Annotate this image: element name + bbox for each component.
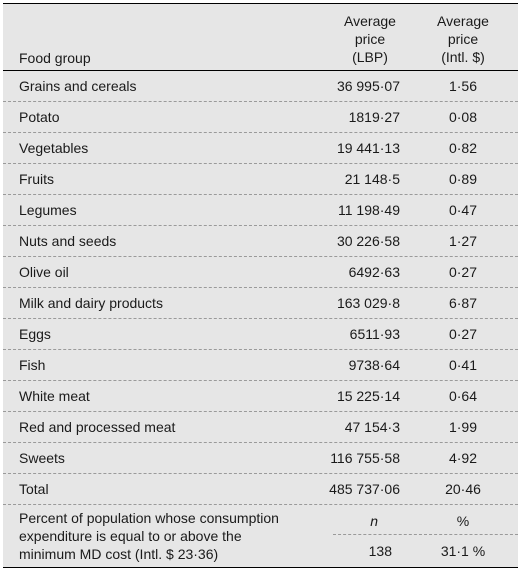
price-lbp-cell: 36 995·07 — [336, 78, 400, 94]
price-intl-cell: 1·56 — [448, 78, 478, 94]
price-lbp-cell: 11 198·49 — [337, 202, 400, 218]
price-lbp-cell: 116 755·58 — [330, 450, 400, 466]
table-row: Olive oil 6492·63 0·27 — [3, 257, 518, 288]
food-group-cell: Grains and cereals — [19, 78, 137, 94]
header-average-price-lbp: Average price (LBP) — [333, 12, 407, 66]
price-intl-cell: 1·99 — [448, 419, 478, 435]
table-row: Nuts and seeds 30 226·58 1·27 — [3, 226, 518, 257]
food-group-cell: Red and processed meat — [19, 419, 176, 435]
table-row: Potato 1819·27 0·08 — [3, 102, 518, 133]
population-n-value: 138 — [368, 543, 392, 559]
table-row: Fish 9738·64 0·41 — [3, 350, 518, 381]
total-label: Total — [19, 481, 49, 497]
price-lbp-cell: 47 154·3 — [344, 419, 400, 435]
header-average-price-intl: Average price (Intl. $) — [413, 12, 513, 66]
header-lbp-line-2: price — [354, 31, 386, 47]
price-intl-cell: 6·87 — [448, 295, 478, 311]
price-intl-cell: 0·82 — [448, 140, 478, 156]
header-food-group: Food group — [19, 50, 91, 66]
price-lbp-cell: 6511·93 — [349, 326, 400, 342]
total-row: Total 485 737·06 20·46 — [3, 474, 518, 505]
population-pct-value: 31·1 % — [440, 543, 486, 559]
price-intl-cell: 0·89 — [448, 171, 478, 187]
price-intl-cell: 0·27 — [448, 264, 478, 280]
price-lbp-cell: 1819·27 — [348, 109, 400, 125]
header-intl-line-1: Average — [437, 13, 489, 29]
population-label: Percent of population whose consumption … — [19, 509, 319, 563]
population-label-line-3: minimum MD cost (Intl. $ 23·36) — [19, 546, 219, 562]
price-intl-cell: 1·27 — [448, 233, 478, 249]
food-group-cell: Fruits — [19, 171, 54, 187]
table-row: Grains and cereals 36 995·07 1·56 — [3, 71, 518, 102]
table-row: Legumes 11 198·49 0·47 — [3, 195, 518, 226]
food-group-cell: Nuts and seeds — [19, 233, 117, 249]
price-intl-cell: 0·47 — [448, 202, 478, 218]
total-intl-cell: 20·46 — [445, 481, 481, 497]
table-row: White meat 15 225·14 0·64 — [3, 381, 518, 412]
table-row: Fruits 21 148·5 0·89 — [3, 164, 518, 195]
population-divider — [333, 534, 518, 535]
table-header: Food group Average price (LBP) Average p… — [3, 4, 518, 71]
food-price-table: Food group Average price (LBP) Average p… — [3, 3, 518, 568]
price-intl-cell: 0·41 — [448, 357, 478, 373]
price-lbp-cell: 19 441·13 — [336, 140, 400, 156]
table-row: Sweets 116 755·58 4·92 — [3, 443, 518, 474]
food-group-cell: Legumes — [19, 202, 77, 218]
table-row: Milk and dairy products 163 029·8 6·87 — [3, 288, 518, 319]
table-row: Red and processed meat 47 154·3 1·99 — [3, 412, 518, 443]
food-group-cell: Olive oil — [19, 264, 69, 280]
food-group-cell: White meat — [19, 388, 90, 404]
population-n-header: n — [370, 513, 378, 529]
header-intl-line-3: (Intl. $) — [441, 49, 485, 65]
price-intl-cell: 0·64 — [448, 388, 478, 404]
price-intl-cell: 0·27 — [448, 326, 478, 342]
food-group-cell: Eggs — [19, 326, 51, 342]
price-lbp-cell: 15 225·14 — [336, 388, 400, 404]
population-label-line-1: Percent of population whose consumption — [19, 510, 279, 526]
table-row: Eggs 6511·93 0·27 — [3, 319, 518, 350]
food-group-cell: Potato — [19, 109, 60, 125]
food-group-cell: Sweets — [19, 450, 65, 466]
table-row: Vegetables 19 441·13 0·82 — [3, 133, 518, 164]
food-group-cell: Fish — [19, 357, 46, 373]
population-pct-header: % — [456, 513, 470, 529]
header-intl-line-2: price — [447, 31, 479, 47]
food-group-cell: Milk and dairy products — [19, 295, 163, 311]
price-intl-cell: 4·92 — [448, 450, 478, 466]
price-lbp-cell: 9738·64 — [348, 357, 400, 373]
food-group-cell: Vegetables — [19, 140, 89, 156]
population-row: Percent of population whose consumption … — [3, 505, 518, 567]
header-lbp-line-3: (LBP) — [352, 49, 388, 65]
price-intl-cell: 0·08 — [448, 109, 478, 125]
header-lbp-line-1: Average — [344, 13, 396, 29]
total-lbp-cell: 485 737·06 — [329, 481, 400, 497]
price-lbp-cell: 21 148·5 — [344, 171, 400, 187]
price-lbp-cell: 6492·63 — [348, 264, 400, 280]
population-label-line-2: expenditure is equal to or above the — [19, 528, 242, 544]
price-lbp-cell: 163 029·8 — [336, 295, 400, 311]
price-lbp-cell: 30 226·58 — [336, 233, 400, 249]
